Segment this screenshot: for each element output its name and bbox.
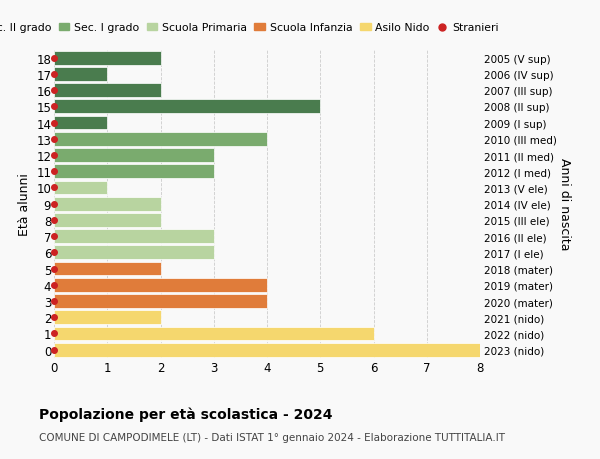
Bar: [54, 295, 267, 308]
Bar: [54, 197, 161, 211]
Bar: [54, 311, 161, 325]
Bar: [54, 149, 214, 162]
Bar: [54, 100, 320, 114]
Bar: [54, 213, 161, 227]
Bar: [54, 230, 214, 244]
Bar: [54, 327, 373, 341]
Bar: [54, 246, 214, 260]
Bar: [54, 278, 267, 292]
Text: Popolazione per età scolastica - 2024: Popolazione per età scolastica - 2024: [39, 406, 332, 421]
Bar: [54, 262, 161, 276]
Bar: [54, 52, 161, 66]
Bar: [54, 84, 161, 98]
Y-axis label: Anni di nascita: Anni di nascita: [558, 158, 571, 251]
Bar: [54, 117, 107, 130]
Bar: [54, 133, 267, 146]
Y-axis label: Età alunni: Età alunni: [17, 173, 31, 235]
Text: COMUNE DI CAMPODIMELE (LT) - Dati ISTAT 1° gennaio 2024 - Elaborazione TUTTITALI: COMUNE DI CAMPODIMELE (LT) - Dati ISTAT …: [39, 432, 505, 442]
Bar: [54, 165, 214, 179]
Bar: [54, 343, 480, 357]
Legend: Sec. II grado, Sec. I grado, Scuola Primaria, Scuola Infanzia, Asilo Nido, Stran: Sec. II grado, Sec. I grado, Scuola Prim…: [0, 19, 503, 38]
Bar: [54, 68, 107, 82]
Bar: [54, 181, 107, 195]
